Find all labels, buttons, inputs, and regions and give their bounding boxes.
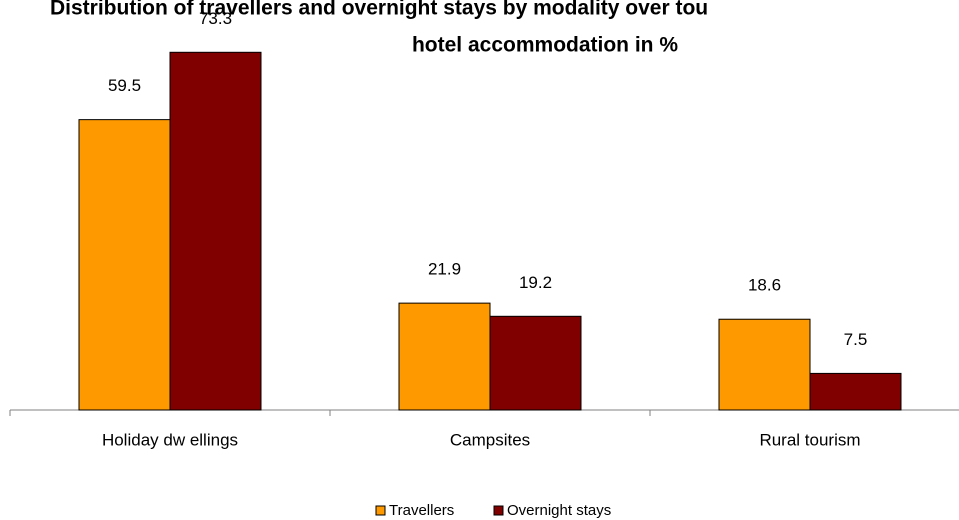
x-tick-label: Holiday dw ellings: [102, 430, 238, 449]
chart-title: hotel accommodation in %: [412, 34, 678, 57]
data-label: 7.5: [844, 330, 868, 349]
bar: [489, 315, 582, 411]
legend-swatch: [493, 505, 504, 516]
data-label: 59.5: [108, 76, 141, 95]
legend-label: Travellers: [389, 502, 454, 519]
bar: [718, 318, 811, 411]
bar: [809, 372, 902, 411]
data-label: 21.9: [428, 260, 461, 279]
chart-title: Distribution of travellers and overnight…: [50, 0, 708, 20]
data-label: 19.2: [519, 273, 552, 292]
x-tick-label: Campsites: [450, 430, 530, 449]
bar: [398, 302, 491, 411]
data-label: 73.3: [199, 9, 232, 28]
bar: [78, 119, 171, 411]
legend-swatch: [375, 505, 386, 516]
legend-label: Overnight stays: [507, 502, 611, 519]
bar: [169, 51, 262, 411]
x-tick-label: Rural tourism: [759, 430, 860, 449]
data-label: 18.6: [748, 276, 781, 295]
